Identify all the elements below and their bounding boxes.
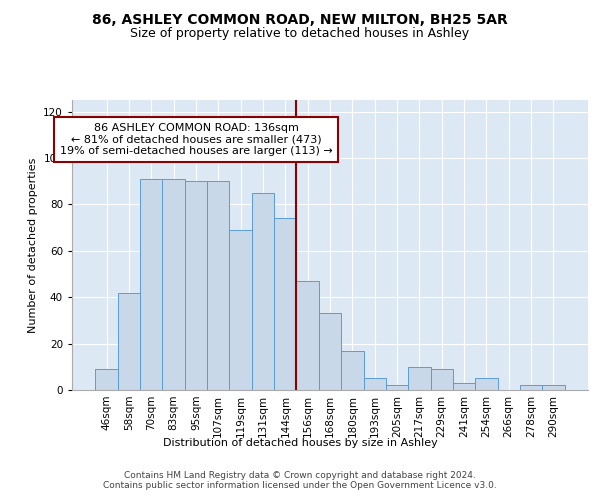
Bar [453, 383, 475, 390]
Bar [520, 386, 542, 390]
Bar [229, 230, 252, 390]
Y-axis label: Number of detached properties: Number of detached properties [28, 158, 38, 332]
Bar [274, 218, 296, 390]
Bar [185, 181, 207, 390]
Bar [364, 378, 386, 390]
Bar [319, 314, 341, 390]
Bar [140, 179, 163, 390]
Bar [386, 386, 408, 390]
Text: 86 ASHLEY COMMON ROAD: 136sqm
← 81% of detached houses are smaller (473)
19% of : 86 ASHLEY COMMON ROAD: 136sqm ← 81% of d… [59, 123, 332, 156]
Bar [95, 369, 118, 390]
Bar [542, 386, 565, 390]
Bar [408, 367, 431, 390]
Bar [341, 350, 364, 390]
Bar [475, 378, 497, 390]
Text: Size of property relative to detached houses in Ashley: Size of property relative to detached ho… [130, 28, 470, 40]
Bar [207, 181, 229, 390]
Bar [431, 369, 453, 390]
Bar [296, 281, 319, 390]
Bar [163, 179, 185, 390]
Bar [118, 292, 140, 390]
Text: 86, ASHLEY COMMON ROAD, NEW MILTON, BH25 5AR: 86, ASHLEY COMMON ROAD, NEW MILTON, BH25… [92, 12, 508, 26]
Text: Distribution of detached houses by size in Ashley: Distribution of detached houses by size … [163, 438, 437, 448]
Text: Contains HM Land Registry data © Crown copyright and database right 2024.
Contai: Contains HM Land Registry data © Crown c… [103, 470, 497, 490]
Bar [252, 193, 274, 390]
